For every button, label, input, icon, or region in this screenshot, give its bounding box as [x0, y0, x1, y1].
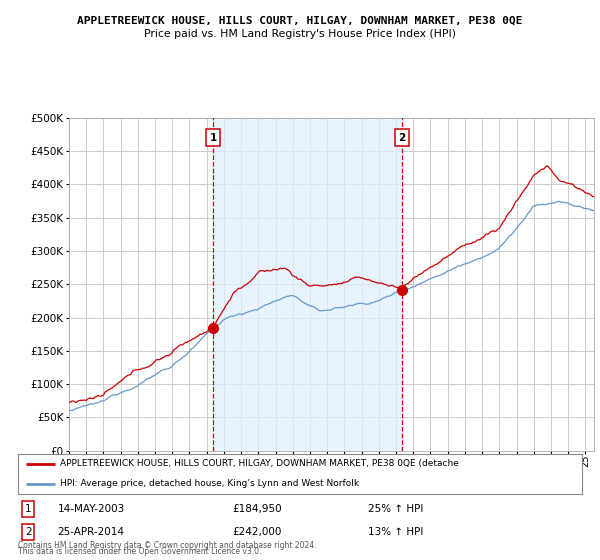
Text: 14-MAY-2003: 14-MAY-2003 [58, 504, 125, 514]
Text: HPI: Average price, detached house, King’s Lynn and West Norfolk: HPI: Average price, detached house, King… [60, 479, 359, 488]
Text: APPLETREEWICK HOUSE, HILLS COURT, HILGAY, DOWNHAM MARKET, PE38 0QE: APPLETREEWICK HOUSE, HILLS COURT, HILGAY… [77, 16, 523, 26]
Text: 25-APR-2014: 25-APR-2014 [58, 527, 124, 537]
Text: 13% ↑ HPI: 13% ↑ HPI [368, 527, 423, 537]
Text: 2: 2 [25, 527, 31, 537]
Text: 1: 1 [209, 133, 217, 143]
Text: 1: 1 [25, 504, 31, 514]
Text: £184,950: £184,950 [232, 504, 282, 514]
Text: £242,000: £242,000 [232, 527, 281, 537]
Text: 25% ↑ HPI: 25% ↑ HPI [368, 504, 423, 514]
Text: Contains HM Land Registry data © Crown copyright and database right 2024.: Contains HM Land Registry data © Crown c… [18, 541, 317, 550]
Text: APPLETREEWICK HOUSE, HILLS COURT, HILGAY, DOWNHAM MARKET, PE38 0QE (detache: APPLETREEWICK HOUSE, HILLS COURT, HILGAY… [60, 459, 459, 468]
Text: Price paid vs. HM Land Registry's House Price Index (HPI): Price paid vs. HM Land Registry's House … [144, 29, 456, 39]
Text: This data is licensed under the Open Government Licence v3.0.: This data is licensed under the Open Gov… [18, 547, 262, 556]
Text: 2: 2 [398, 133, 405, 143]
Bar [213, 118, 401, 451]
